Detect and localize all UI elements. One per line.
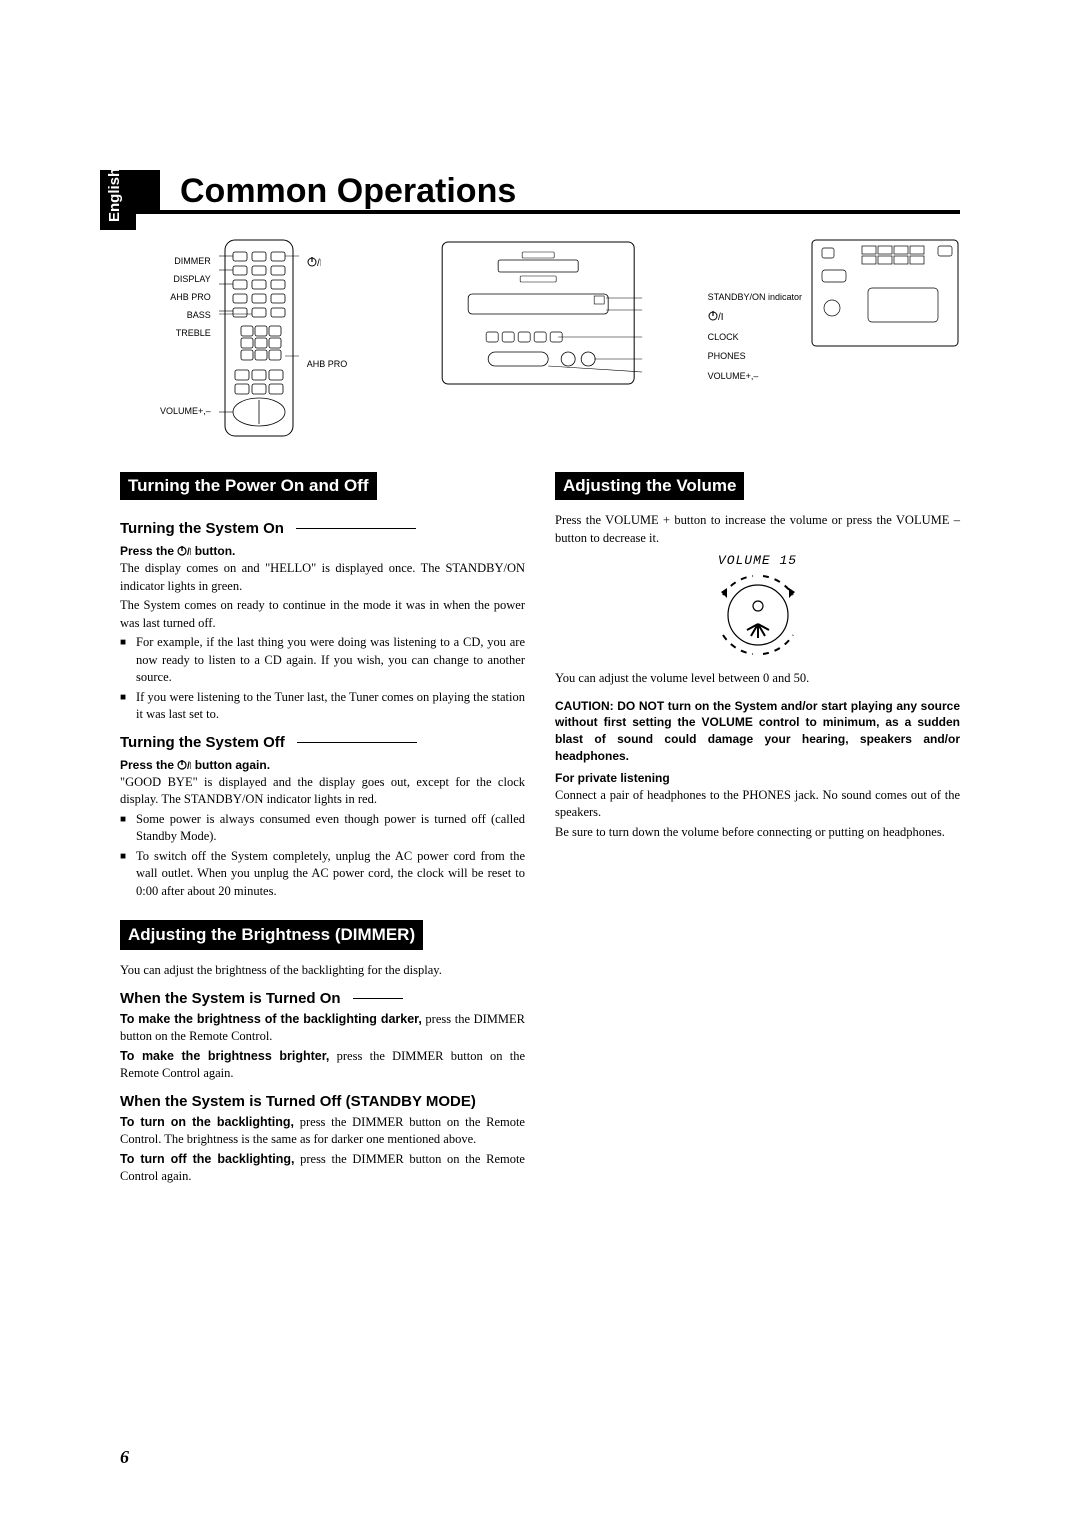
remote-label: VOLUME+,– bbox=[160, 402, 211, 420]
body-text: To make the brightness brighter, press t… bbox=[120, 1048, 525, 1083]
bold-run: To make the brightness brighter, bbox=[120, 1049, 329, 1063]
sub-head-text: When the System is Turned On bbox=[120, 990, 341, 1007]
body-text: To turn on the backlighting, press the D… bbox=[120, 1114, 525, 1149]
sub-head-text: Turning the System On bbox=[120, 520, 284, 537]
remote-labels-right: /I AHB PRO bbox=[307, 238, 348, 372]
page-title-row: Common Operations bbox=[120, 170, 960, 214]
svg-text:/I: /I bbox=[187, 761, 191, 771]
unit-labels: STANDBY/ON indicator /I CLOCK PHONES VOL… bbox=[708, 238, 802, 387]
mini-head: Press the /I button. bbox=[120, 543, 525, 558]
unit-svg bbox=[377, 238, 699, 398]
unit-label: STANDBY/ON indicator bbox=[708, 288, 802, 308]
svg-text:/I: /I bbox=[187, 547, 191, 557]
sub-head-system-off: Turning the System Off bbox=[120, 734, 525, 751]
remote-label: BASS bbox=[160, 306, 211, 324]
page-title: Common Operations bbox=[160, 172, 960, 214]
unit-label: VOLUME+,– bbox=[708, 367, 802, 387]
body-text: Connect a pair of headphones to the PHON… bbox=[555, 787, 960, 822]
mini-head: Press the /I button again. bbox=[120, 757, 525, 772]
panel-svg bbox=[810, 238, 960, 348]
body-text: The System comes on ready to continue in… bbox=[120, 597, 525, 632]
unit-label-power: /I bbox=[708, 308, 802, 328]
body-text: Press the VOLUME + button to increase th… bbox=[555, 512, 960, 547]
unit-label: PHONES bbox=[708, 347, 802, 367]
power-icon: /I bbox=[307, 256, 321, 268]
body-text: To turn off the backlighting, press the … bbox=[120, 1151, 525, 1186]
remote-label: TREBLE bbox=[160, 324, 211, 342]
remote-svg bbox=[219, 238, 299, 438]
sub-head-dimmer-off: When the System is Turned Off (STANDBY M… bbox=[120, 1093, 525, 1110]
remote-label: AHB PRO bbox=[160, 288, 211, 306]
unit-diagram: STANDBY/ON indicator /I CLOCK PHONES VOL… bbox=[377, 238, 960, 438]
power-icon: /I bbox=[177, 545, 191, 557]
body-text: You can adjust the brightness of the bac… bbox=[120, 962, 525, 980]
volume-figure: VOLUME 15 bbox=[555, 553, 960, 664]
bullet-list: Some power is always consumed even thoug… bbox=[120, 811, 525, 901]
sub-head-text: When the System is Turned Off (STANDBY M… bbox=[120, 1093, 476, 1110]
remote-label: DISPLAY bbox=[160, 270, 211, 288]
power-icon-label: /I bbox=[307, 254, 348, 271]
bullet-item: If you were listening to the Tuner last,… bbox=[136, 689, 525, 724]
body-text: To make the brightness of the backlighti… bbox=[120, 1011, 525, 1046]
remote-label: DIMMER bbox=[160, 252, 211, 270]
caution-text: CAUTION: DO NOT turn on the System and/o… bbox=[555, 698, 960, 765]
sub-head-dimmer-on: When the System is Turned On bbox=[120, 990, 525, 1007]
bold-run: To turn off the backlighting, bbox=[120, 1152, 294, 1166]
svg-text:/I: /I bbox=[718, 312, 724, 322]
sub-head-rule bbox=[296, 528, 416, 529]
bold-run: To make the brightness of the backlighti… bbox=[120, 1012, 422, 1026]
remote-diagram: DIMMER DISPLAY AHB PRO BASS TREBLE VOLUM… bbox=[160, 238, 347, 438]
remote-labels-left: DIMMER DISPLAY AHB PRO BASS TREBLE VOLUM… bbox=[160, 238, 211, 420]
bold-run: To turn on the backlighting, bbox=[120, 1115, 294, 1129]
sub-head-rule bbox=[353, 998, 403, 999]
diagram-area: DIMMER DISPLAY AHB PRO BASS TREBLE VOLUM… bbox=[160, 238, 960, 438]
power-icon: /I bbox=[708, 310, 724, 322]
volume-display-text: VOLUME 15 bbox=[555, 553, 960, 568]
bullet-item: For example, if the last thing you were … bbox=[136, 634, 525, 687]
left-column: Turning the Power On and Off Turning the… bbox=[120, 466, 525, 1188]
right-column: Adjusting the Volume Press the VOLUME + … bbox=[555, 466, 960, 1188]
body-text: The display comes on and "HELLO" is disp… bbox=[120, 560, 525, 595]
bullet-list: For example, if the last thing you were … bbox=[120, 634, 525, 724]
power-icon: /I bbox=[177, 759, 191, 771]
sub-head-rule bbox=[297, 742, 417, 743]
body-text: "GOOD BYE" is displayed and the display … bbox=[120, 774, 525, 809]
page-number: 6 bbox=[120, 1447, 129, 1468]
unit-label: CLOCK bbox=[708, 328, 802, 348]
body-text: Be sure to turn down the volume before c… bbox=[555, 824, 960, 842]
bullet-item: Some power is always consumed even thoug… bbox=[136, 811, 525, 846]
remote-label-right: AHB PRO bbox=[307, 356, 348, 372]
bullet-item: To switch off the System completely, unp… bbox=[136, 848, 525, 901]
section-head-dimmer: Adjusting the Brightness (DIMMER) bbox=[120, 920, 423, 950]
section-head-volume: Adjusting the Volume bbox=[555, 472, 744, 500]
sub-head-text: Turning the System Off bbox=[120, 734, 285, 751]
svg-text:/I: /I bbox=[317, 258, 321, 268]
mini-head-private: For private listening bbox=[555, 771, 960, 785]
volume-knob-icon bbox=[703, 570, 813, 660]
sub-head-system-on: Turning the System On bbox=[120, 520, 525, 537]
section-head-power: Turning the Power On and Off bbox=[120, 472, 377, 500]
body-text: You can adjust the volume level between … bbox=[555, 670, 960, 688]
language-tab: English bbox=[100, 170, 136, 230]
content-columns: Turning the Power On and Off Turning the… bbox=[120, 466, 960, 1188]
